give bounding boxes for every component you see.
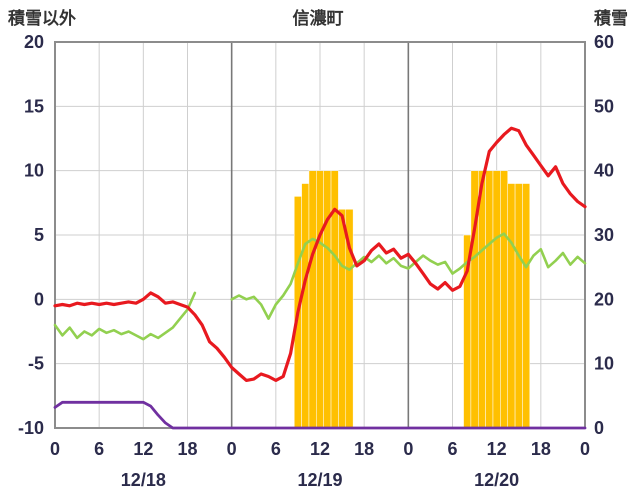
snowfall-bar: [478, 170, 486, 429]
snowfall-bar: [507, 183, 516, 429]
right-tick-label: 60: [594, 32, 614, 52]
x-tick-label: 18: [177, 439, 197, 459]
left-tick-label: -10: [18, 418, 44, 438]
snowfall-bar: [500, 170, 508, 429]
right-tick-label: 0: [594, 418, 604, 438]
green-line: [53, 232, 587, 341]
left-tick-label: 20: [24, 32, 44, 52]
x-tick-label: 12: [133, 439, 153, 459]
right-tick-label: 40: [594, 161, 614, 181]
x-tick-label: 0: [50, 439, 60, 459]
snowfall-bar: [485, 170, 494, 429]
right-tick-label: 50: [594, 96, 614, 116]
x-tick-label: 0: [580, 439, 590, 459]
left-tick-label: 5: [34, 225, 44, 245]
purple-line: [53, 400, 587, 430]
x-tick-label: 0: [227, 439, 237, 459]
date-label: 12/19: [297, 470, 342, 490]
right-axis-title: 積雪: [594, 9, 628, 28]
red-line: [53, 126, 587, 382]
left-tick-label: 10: [24, 161, 44, 181]
date-label: 12/20: [474, 470, 519, 490]
left-tick-label: 15: [24, 96, 44, 116]
snowfall-bar: [316, 170, 324, 429]
left-axis-title: 積雪以外: [8, 9, 76, 28]
snowfall-bar: [492, 170, 501, 429]
left-tick-label: 0: [34, 289, 44, 309]
snowfall-bar: [308, 170, 317, 429]
x-tick-label: 12: [310, 439, 330, 459]
x-tick-label: 6: [94, 439, 104, 459]
right-tick-label: 30: [594, 225, 614, 245]
x-tick-label: 18: [531, 439, 551, 459]
snowfall-bar: [514, 183, 523, 429]
right-tick-label: 20: [594, 289, 614, 309]
x-tick-label: 6: [271, 439, 281, 459]
date-label: 12/18: [121, 470, 166, 490]
snowfall-bar: [338, 209, 347, 429]
right-tick-label: 10: [594, 354, 614, 374]
x-tick-label: 0: [403, 439, 413, 459]
snowfall-bar: [522, 183, 531, 429]
x-tick-label: 18: [354, 439, 374, 459]
x-tick-label: 6: [447, 439, 457, 459]
snowfall-bar: [323, 170, 332, 429]
x-tick-label: 12: [487, 439, 507, 459]
snowfall-bar: [301, 183, 310, 429]
left-tick-label: -5: [28, 354, 44, 374]
